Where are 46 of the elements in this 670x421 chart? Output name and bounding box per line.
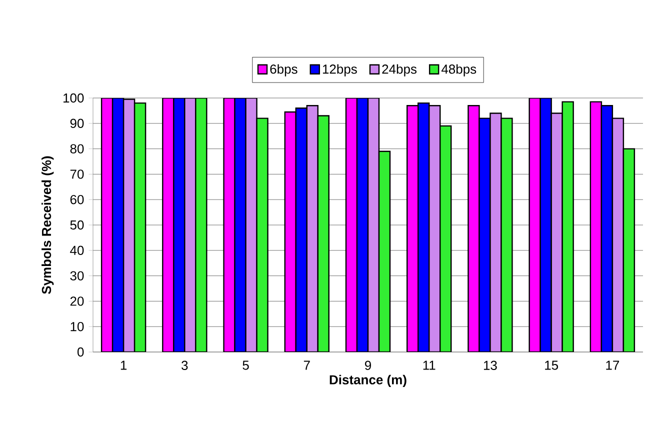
x-tick-label: 9 [364, 360, 371, 370]
x-tick-label: 3 [182, 360, 188, 370]
bar [440, 125, 452, 352]
y-tick-label: 100 [64, 93, 84, 103]
bar [112, 98, 124, 352]
bar [378, 150, 391, 352]
y-axis-title: Symbols Received (%) [42, 156, 54, 294]
bar [122, 98, 136, 352]
bar [406, 105, 419, 352]
x-tick-label: 13 [484, 360, 497, 370]
bar [367, 98, 380, 352]
x-axis-title: Distance (m) [330, 374, 406, 387]
bar [100, 98, 114, 352]
bar [345, 98, 358, 352]
bar [418, 102, 430, 352]
bar [284, 111, 296, 352]
x-tick-label: 1 [120, 360, 127, 370]
y-tick-label: 40 [70, 246, 84, 255]
bar [317, 115, 330, 352]
y-tick-label: 80 [70, 144, 84, 154]
y-tick-label: 10 [70, 322, 84, 332]
x-tick-label: 5 [242, 360, 249, 370]
legend-label: 12bps [322, 64, 357, 76]
y-tick-label: 50 [70, 220, 84, 230]
bar [306, 105, 318, 352]
bar [134, 102, 146, 352]
legend-label: 24bps [382, 64, 417, 76]
bar [590, 101, 602, 352]
bar [600, 105, 614, 352]
bar [295, 108, 308, 352]
y-tick-label: 90 [70, 118, 84, 128]
y-tick-label: 60 [70, 194, 84, 204]
y-tick-label: 0 [78, 347, 84, 357]
bar [622, 148, 636, 352]
y-tick-label: 70 [70, 170, 84, 179]
x-tick-label: 11 [423, 360, 436, 370]
bar [356, 98, 369, 352]
legend-label: 6bps [270, 64, 298, 76]
x-tick-label: 17 [606, 360, 620, 370]
legend-label: 48bps [441, 64, 476, 76]
bar [428, 105, 441, 352]
bar [612, 118, 624, 352]
x-tick-label: 15 [545, 360, 558, 370]
x-tick-label: 7 [304, 360, 310, 370]
y-tick-label: 30 [70, 271, 84, 280]
y-tick-label: 20 [70, 296, 84, 306]
